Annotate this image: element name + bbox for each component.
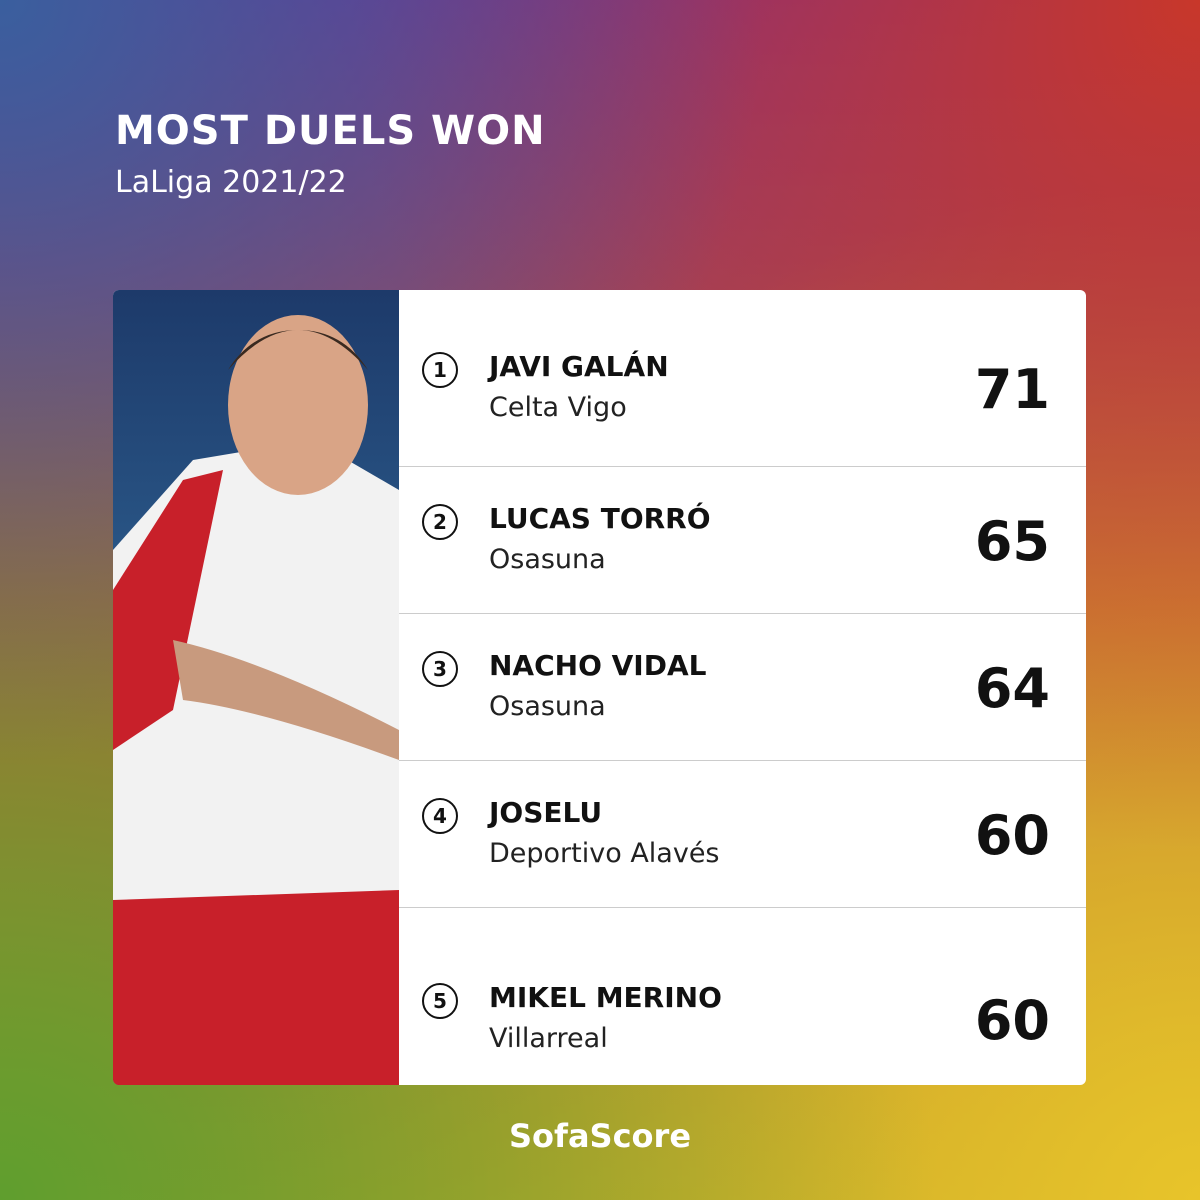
team-name: Celta Vigo bbox=[489, 392, 627, 423]
duels-value: 60 bbox=[974, 804, 1050, 867]
duels-value: 65 bbox=[974, 510, 1050, 573]
player-name: MIKEL MERINO bbox=[489, 981, 722, 1014]
player-name: LUCAS TORRÓ bbox=[489, 502, 711, 535]
rank-badge: 3 bbox=[422, 651, 458, 687]
rank-badge: 5 bbox=[422, 983, 458, 1019]
rank-badge: 2 bbox=[422, 504, 458, 540]
title: MOST DUELS WON bbox=[115, 108, 546, 154]
card: 1 JAVI GALÁN Celta Vigo 71 2 LUCAS TORRÓ Osasu… bbox=[113, 290, 1086, 1085]
team-name: Osasuna bbox=[489, 544, 606, 575]
duels-value: 64 bbox=[974, 657, 1050, 720]
duels-value: 60 bbox=[974, 989, 1050, 1052]
player-name: JAVI GALÁN bbox=[489, 350, 669, 383]
row: 5 MIKEL MERINO Villarreal 60 bbox=[399, 907, 1086, 1085]
photo-art bbox=[113, 315, 399, 1085]
rank-badge: 4 bbox=[422, 798, 458, 834]
row: 1 JAVI GALÁN Celta Vigo 71 bbox=[399, 290, 1086, 467]
team-name: Villarreal bbox=[489, 1023, 608, 1054]
player-name: JOSELU bbox=[489, 796, 603, 829]
row: 3 NACHO VIDAL Osasuna 64 bbox=[399, 613, 1086, 761]
brand-logo: SofaScore bbox=[508, 1117, 692, 1155]
subtitle: LaLiga 2021/22 bbox=[115, 165, 347, 200]
player-name: NACHO VIDAL bbox=[489, 649, 707, 682]
player-photo bbox=[113, 290, 399, 1085]
team-name: Deportivo Alavés bbox=[489, 838, 720, 869]
team-name: Osasuna bbox=[489, 691, 606, 722]
duels-value: 71 bbox=[974, 358, 1050, 421]
rank-badge: 1 bbox=[422, 352, 458, 388]
row: 4 JOSELU Deportivo Alavés 60 bbox=[399, 760, 1086, 908]
row: 2 LUCAS TORRÓ Osasuna 65 bbox=[399, 466, 1086, 614]
